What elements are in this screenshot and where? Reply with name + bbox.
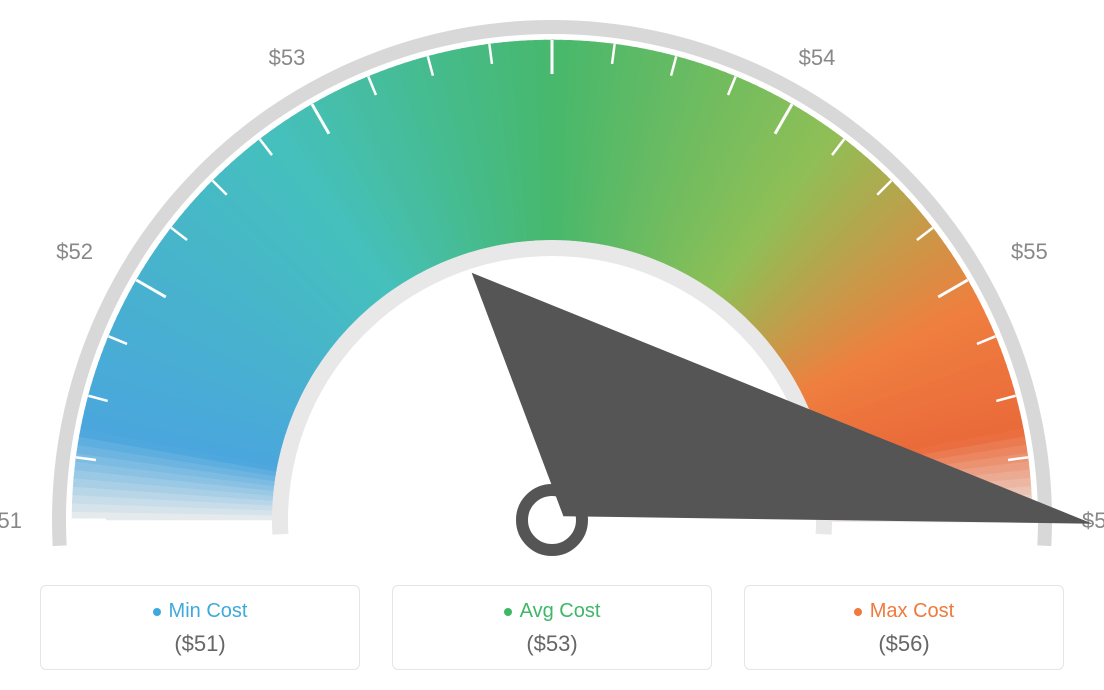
gauge-needle-hub	[522, 490, 582, 550]
legend-label-min: Min Cost	[169, 600, 248, 623]
legend-card-max: Max Cost ($56)	[744, 585, 1064, 670]
legend-dot-max	[854, 608, 862, 616]
gauge-tick-label: $54	[799, 45, 836, 70]
legend-card-min: Min Cost ($51)	[40, 585, 360, 670]
gauge-tick-label: $52	[56, 239, 93, 264]
gauge-tick-label: $55	[1011, 239, 1048, 264]
gauge-tick-label: $51	[0, 508, 22, 533]
gauge-chart: $51$52$53$53$54$55$56	[0, 0, 1104, 560]
legend-label-max: Max Cost	[870, 600, 954, 623]
legend-dot-avg	[504, 608, 512, 616]
legend-value-max: ($56)	[755, 631, 1053, 657]
legend-row: Min Cost ($51) Avg Cost ($53) Max Cost (…	[0, 585, 1104, 670]
legend-card-avg: Avg Cost ($53)	[392, 585, 712, 670]
gauge-tick-label: $56	[1082, 508, 1104, 533]
gauge-tick-label: $53	[269, 45, 306, 70]
legend-value-avg: ($53)	[403, 631, 701, 657]
legend-dot-min	[153, 608, 161, 616]
legend-label-avg: Avg Cost	[520, 600, 601, 623]
legend-value-min: ($51)	[51, 631, 349, 657]
